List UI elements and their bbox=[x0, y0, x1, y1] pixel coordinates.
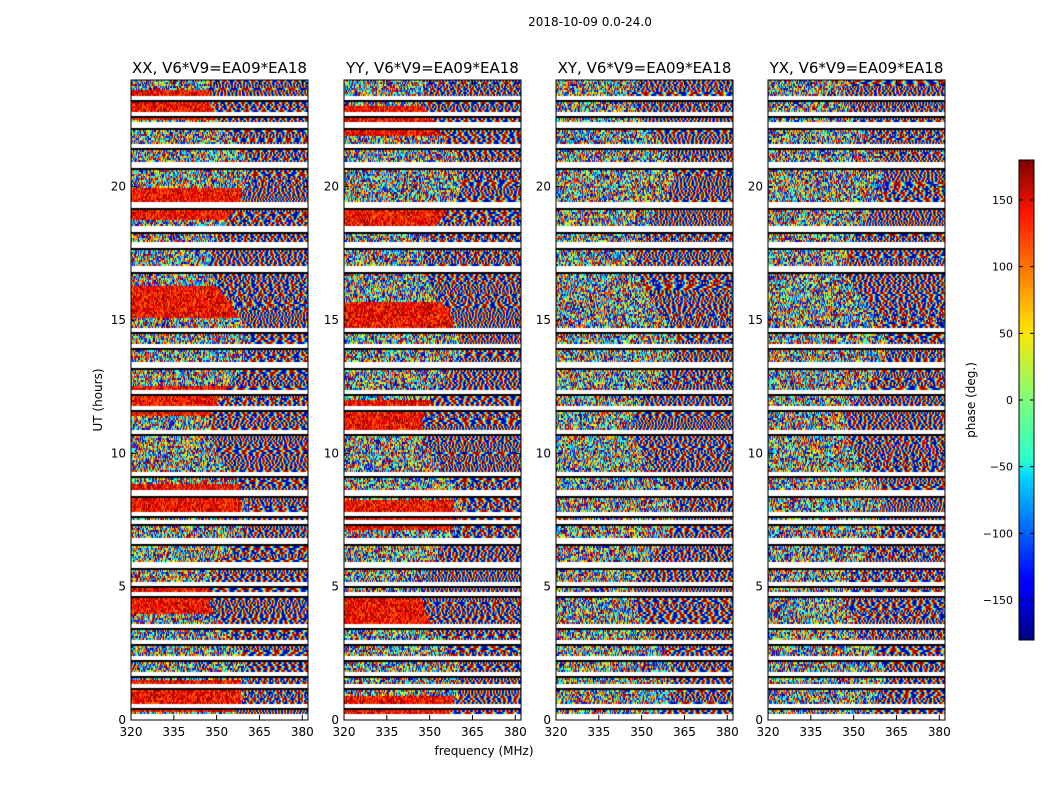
x-tick-label: 335 bbox=[375, 725, 398, 739]
phase-heatmap bbox=[768, 80, 945, 720]
x-tick-label: 350 bbox=[842, 725, 865, 739]
x-tick-label: 380 bbox=[928, 725, 951, 739]
panel-title: YY, V6*V9=EA09*EA18 bbox=[345, 59, 519, 77]
x-tick-label: 350 bbox=[418, 725, 441, 739]
x-tick-label: 335 bbox=[162, 725, 185, 739]
y-tick-label: 0 bbox=[118, 713, 126, 727]
phase-heatmap bbox=[131, 80, 308, 720]
phase-heatmap bbox=[344, 80, 521, 720]
panel-yy: YY, V6*V9=EA09*EA18 320 335 350 365 380 0 5 10 15… bbox=[324, 59, 527, 739]
x-tick-label: 335 bbox=[799, 725, 822, 739]
colorbar-tick-label: 50 bbox=[999, 327, 1013, 340]
y-tick-label: 0 bbox=[543, 713, 551, 727]
y-tick-label: 15 bbox=[536, 313, 551, 327]
panel-frame bbox=[130, 79, 309, 721]
panels: XX, V6*V9=EA09*EA18 320 335 350 365 380 0 5 10 15… bbox=[111, 59, 951, 739]
x-tick-label: 320 bbox=[757, 725, 780, 739]
y-tick-label: 20 bbox=[111, 180, 126, 194]
colorbar-tick-label: −100 bbox=[983, 527, 1013, 540]
y-tick-label: 5 bbox=[543, 580, 551, 594]
x-axis-label: frequency (MHz) bbox=[434, 744, 533, 758]
x-tick-label: 350 bbox=[630, 725, 653, 739]
phase-heatmap bbox=[556, 80, 733, 720]
x-tick-label: 380 bbox=[291, 725, 314, 739]
x-tick-label: 365 bbox=[248, 725, 271, 739]
y-tick-label: 10 bbox=[536, 446, 551, 460]
x-tick-label: 380 bbox=[716, 725, 739, 739]
y-tick-label: 20 bbox=[536, 180, 551, 194]
x-tick-label: 335 bbox=[587, 725, 610, 739]
panel-title: YX, V6*V9=EA09*EA18 bbox=[769, 59, 944, 77]
y-tick-label: 10 bbox=[748, 446, 763, 460]
x-tick-label: 320 bbox=[545, 725, 568, 739]
y-tick-label: 15 bbox=[748, 313, 763, 327]
panel-frame bbox=[343, 79, 522, 721]
figure-title: 2018-10-09 0.0-24.0 bbox=[528, 15, 652, 29]
panel-yx: YX, V6*V9=EA09*EA18 320 335 350 365 380 0 5 10 15… bbox=[748, 59, 951, 739]
y-tick-label: 5 bbox=[755, 580, 763, 594]
y-tick-label: 15 bbox=[111, 313, 126, 327]
y-tick-label: 10 bbox=[111, 446, 126, 460]
x-tick-label: 365 bbox=[673, 725, 696, 739]
panel-frame bbox=[767, 79, 946, 721]
panel-title: XX, V6*V9=EA09*EA18 bbox=[132, 59, 307, 77]
panel-xy: XY, V6*V9=EA09*EA18 320 335 350 365 380 0 5 10 15… bbox=[536, 59, 739, 739]
phase-heatmap-canvas bbox=[344, 80, 521, 720]
colorbar-tick-label: 150 bbox=[992, 194, 1013, 207]
phase-heatmap-canvas bbox=[556, 80, 733, 720]
x-tick-label: 365 bbox=[461, 725, 484, 739]
colorbar-tick-label: 0 bbox=[1006, 394, 1013, 407]
x-tick-label: 365 bbox=[885, 725, 908, 739]
x-tick-label: 320 bbox=[120, 725, 143, 739]
colorbar-tick-label: 100 bbox=[992, 261, 1013, 274]
y-tick-label: 20 bbox=[748, 180, 763, 194]
x-tick-label: 350 bbox=[205, 725, 228, 739]
y-tick-label: 5 bbox=[331, 580, 339, 594]
y-tick-label: 0 bbox=[331, 713, 339, 727]
phase-heatmap-canvas bbox=[131, 80, 308, 720]
y-tick-label: 15 bbox=[324, 313, 339, 327]
phase-heatmap-canvas bbox=[768, 80, 945, 720]
colorbar-tick-label: −50 bbox=[990, 461, 1013, 474]
y-tick-label: 20 bbox=[324, 180, 339, 194]
y-tick-label: 0 bbox=[755, 713, 763, 727]
colorbar-tick-label: −150 bbox=[983, 594, 1013, 607]
y-tick-label: 5 bbox=[118, 580, 126, 594]
colorbar: 150 100 50 0 −50 −100 −150 phase (deg.) bbox=[964, 159, 1035, 641]
colorbar-ticks: 150 100 50 0 −50 −100 −150 bbox=[983, 194, 1034, 607]
y-tick-label: 10 bbox=[324, 446, 339, 460]
y-axis-label: UT (hours) bbox=[91, 368, 105, 431]
x-tick-label: 320 bbox=[333, 725, 356, 739]
colorbar-label: phase (deg.) bbox=[964, 362, 978, 438]
panel-frame bbox=[555, 79, 734, 721]
panel-xx: XX, V6*V9=EA09*EA18 320 335 350 365 380 0 5 10 15… bbox=[111, 59, 314, 739]
x-tick-label: 380 bbox=[504, 725, 527, 739]
panel-title: XY, V6*V9=EA09*EA18 bbox=[558, 59, 732, 77]
